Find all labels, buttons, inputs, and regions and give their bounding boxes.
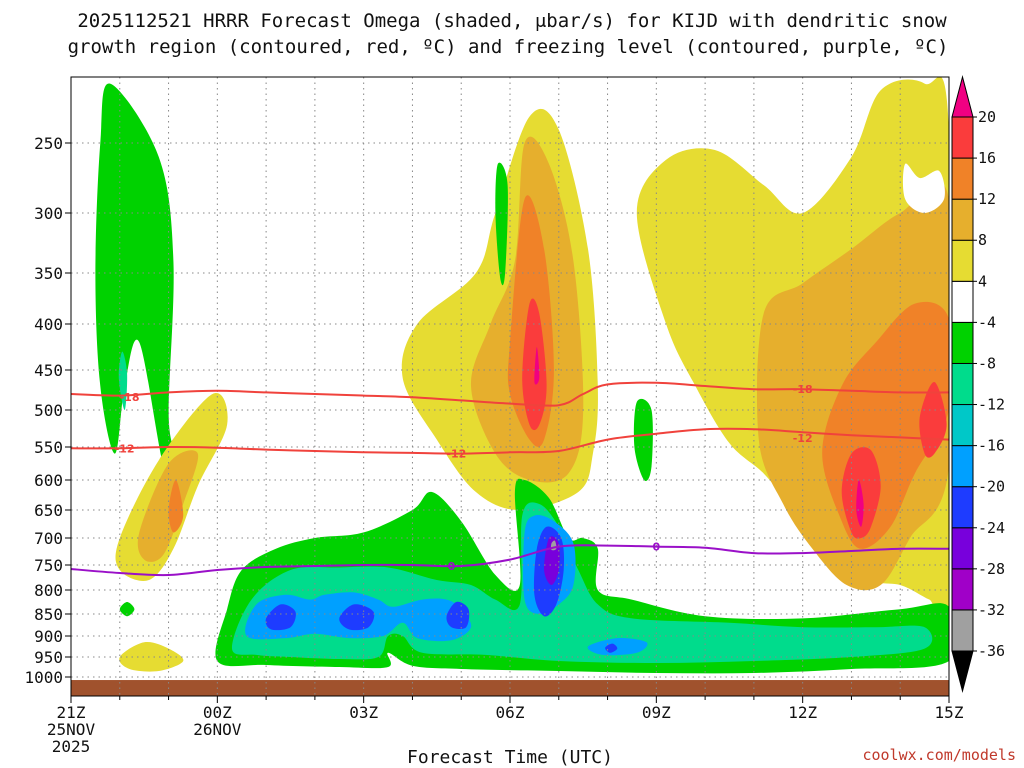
omega-region-neg8-18 bbox=[633, 398, 653, 482]
colorbar-band bbox=[951, 157, 974, 200]
colorbar: -36 -32 -28 -24 -20 -16 -12 -8 -4 4 8 12 16 20 bbox=[951, 75, 1005, 693]
omega-region-4-19 bbox=[119, 642, 184, 672]
omega-region-neg8-10 bbox=[495, 162, 508, 286]
omega-region-neg20-26 bbox=[265, 604, 296, 631]
omega-region-16-8 bbox=[522, 298, 547, 431]
x-tick-label: 15Z bbox=[935, 703, 964, 722]
colorbar-label: 8 bbox=[978, 231, 987, 249]
omega-region-neg8-20 bbox=[119, 602, 135, 617]
x-tick-year: 2025 bbox=[52, 737, 91, 756]
colorbar-label: -28 bbox=[978, 560, 1005, 578]
colorbar-label: -36 bbox=[978, 642, 1005, 660]
omega-region-8-3 bbox=[137, 450, 199, 562]
colorbar-label: 20 bbox=[978, 108, 996, 126]
colorbar-label: 12 bbox=[978, 190, 996, 208]
x-tick-label: 06Z bbox=[496, 703, 525, 722]
y-tick-label: 700 bbox=[34, 529, 63, 548]
x-tick-label: 09Z bbox=[642, 703, 671, 722]
colorbar-band bbox=[951, 568, 974, 611]
y-tick-label: 950 bbox=[34, 648, 63, 667]
y-axis: 250 300 350 400 450 500 550 600 650 700 750 800 850 9… bbox=[24, 134, 71, 687]
colorbar-band bbox=[951, 280, 974, 323]
colorbar-band bbox=[951, 362, 974, 406]
isotherm-label-0: 0 bbox=[448, 560, 456, 573]
omega-shading bbox=[95, 77, 949, 674]
y-tick-label: 1000 bbox=[24, 668, 63, 687]
isotherm-label-neg12: -12 bbox=[793, 432, 813, 445]
colorbar-triangle-bottom bbox=[951, 650, 974, 693]
x-tick-date: 25NOV bbox=[47, 720, 96, 739]
x-tick-date: 26NOV bbox=[193, 720, 242, 739]
omega-region-20-16 bbox=[856, 479, 864, 527]
credit-link[interactable]: coolwx.com/models bbox=[862, 746, 1016, 764]
omega-region-neg20-30 bbox=[605, 643, 618, 653]
isotherm-0 bbox=[71, 544, 949, 577]
y-tick-label: 800 bbox=[34, 581, 63, 600]
omega-region-20-9 bbox=[534, 346, 540, 385]
chart-title-line2: growth region (contoured, red, ºC) and f… bbox=[68, 36, 949, 58]
isotherm-label-neg12: -12 bbox=[115, 442, 135, 455]
y-tick-label: 850 bbox=[34, 605, 63, 624]
isotherm-neg12 bbox=[71, 427, 949, 455]
omega-region-neg8-0 bbox=[95, 83, 174, 474]
colorbar-band bbox=[951, 445, 974, 488]
colorbar-band bbox=[951, 486, 974, 529]
x-tick-label: 12Z bbox=[788, 703, 817, 722]
colorbar-band bbox=[951, 198, 974, 241]
chart-title-line1: 2025112521 HRRR Forecast Omega (shaded, … bbox=[77, 10, 947, 32]
isotherm-label-neg18: -18 bbox=[120, 391, 140, 404]
colorbar-label: -12 bbox=[978, 396, 1005, 414]
omega-region-neg20-28 bbox=[446, 601, 470, 630]
colorbar-band bbox=[951, 404, 974, 447]
isotherm-label-neg12: -12 bbox=[446, 448, 466, 461]
colorbar-label: 16 bbox=[978, 149, 996, 167]
x-tick-label: 21Z bbox=[57, 703, 86, 722]
y-tick-label: 300 bbox=[34, 204, 63, 223]
colorbar-band bbox=[951, 321, 974, 364]
x-axis-title: Forecast Time (UTC) bbox=[407, 747, 613, 768]
y-tick-label: 600 bbox=[34, 471, 63, 490]
y-tick-label: 550 bbox=[34, 438, 63, 457]
isotherm-neg18 bbox=[71, 381, 949, 407]
y-tick-label: 900 bbox=[34, 627, 63, 646]
colorbar-triangle-top bbox=[951, 75, 974, 118]
colorbar-band bbox=[951, 239, 974, 282]
colorbar-label: -4 bbox=[978, 313, 996, 331]
y-tick-label: 650 bbox=[34, 501, 63, 520]
colorbar-label: 4 bbox=[978, 272, 987, 290]
y-tick-label: 250 bbox=[34, 134, 63, 153]
x-tick-label: 00Z bbox=[203, 703, 232, 722]
isotherm-label-0: 0 bbox=[653, 541, 661, 554]
colorbar-label: -32 bbox=[978, 601, 1005, 619]
colorbar-band bbox=[951, 116, 974, 159]
colorbar-band bbox=[951, 527, 974, 570]
omega-region-neg4-17 bbox=[902, 163, 945, 213]
isotherm-contours: -18 -18 -12 -12 -12 0 0 bbox=[71, 381, 949, 577]
y-tick-label: 750 bbox=[34, 556, 63, 575]
colorbar-label: -8 bbox=[978, 354, 996, 372]
omega-region-neg16-25 bbox=[587, 637, 648, 656]
colorbar-label: -16 bbox=[978, 437, 1005, 455]
y-tick-label: 350 bbox=[34, 264, 63, 283]
omega-region-neg20-27 bbox=[339, 604, 375, 631]
isotherm-label-neg18: -18 bbox=[793, 383, 813, 396]
omega-region-12-4 bbox=[168, 479, 184, 533]
colorbar-label: -24 bbox=[978, 519, 1005, 537]
y-tick-label: 500 bbox=[34, 401, 63, 420]
colorbar-label: -20 bbox=[978, 478, 1005, 496]
x-tick-label: 03Z bbox=[349, 703, 378, 722]
y-tick-label: 450 bbox=[34, 361, 63, 380]
y-tick-label: 400 bbox=[34, 315, 63, 334]
colorbar-band bbox=[951, 609, 974, 652]
